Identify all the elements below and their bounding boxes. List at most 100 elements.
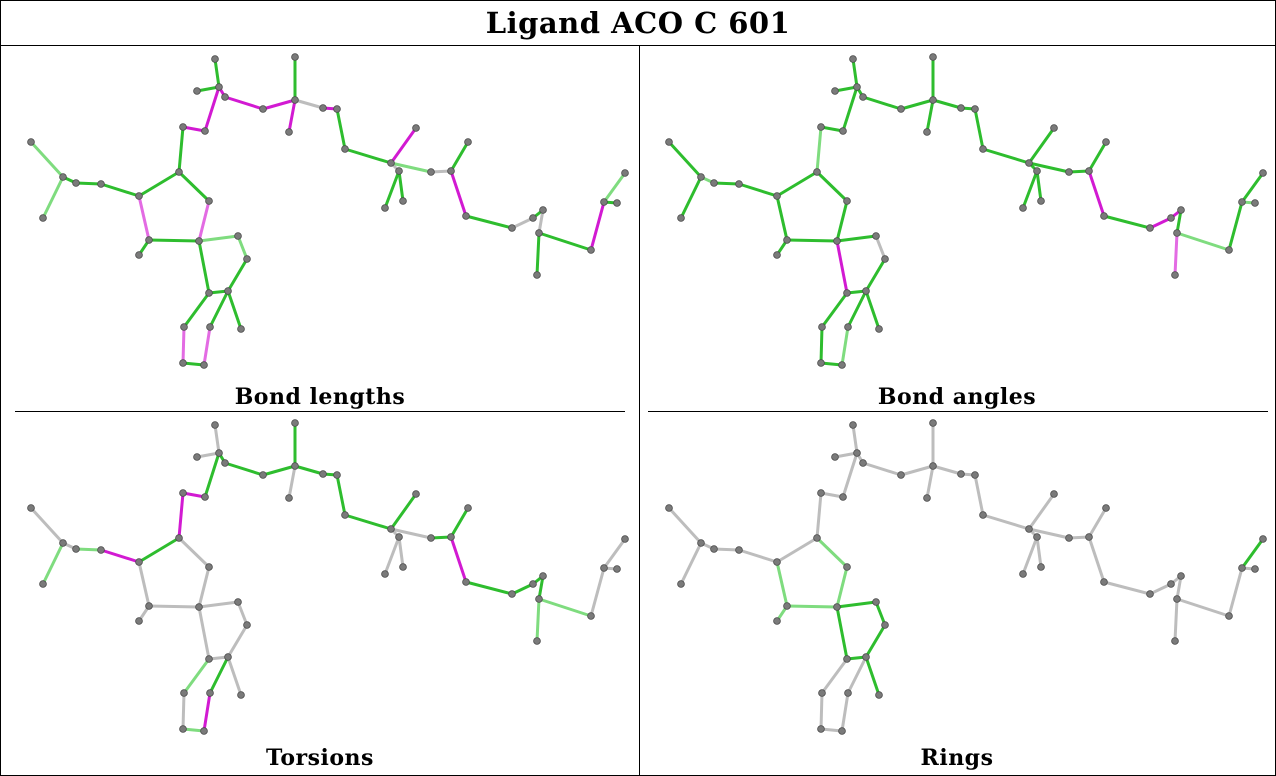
atom	[195, 603, 203, 611]
bond	[602, 171, 627, 204]
atom	[508, 590, 516, 598]
atom	[929, 419, 937, 427]
bond	[537, 208, 545, 235]
bond	[1227, 566, 1244, 618]
atom	[381, 570, 389, 578]
bond	[181, 691, 186, 731]
atom	[291, 419, 299, 427]
bond	[293, 98, 325, 110]
atom	[427, 534, 435, 542]
molecule-rings	[665, 419, 1267, 735]
caption-bond-lengths: Bond lengths	[234, 384, 406, 410]
panel-torsions: Torsions	[0, 411, 640, 776]
bond	[29, 506, 65, 545]
bond	[846, 655, 868, 695]
atom	[587, 246, 595, 254]
bond	[1173, 231, 1179, 277]
bond	[293, 464, 325, 476]
bond	[861, 461, 903, 477]
atom	[237, 691, 245, 699]
atom	[97, 180, 105, 188]
atom	[971, 471, 979, 479]
atom	[1037, 197, 1045, 205]
bond	[775, 194, 789, 242]
atom	[39, 214, 47, 222]
atom	[1050, 490, 1058, 498]
bond	[389, 126, 418, 165]
bond	[1027, 126, 1056, 165]
bond	[667, 140, 703, 179]
bond	[343, 147, 393, 165]
bond	[99, 182, 141, 198]
atom	[215, 449, 223, 457]
atom	[175, 534, 183, 542]
bond	[737, 182, 779, 198]
atom	[817, 359, 825, 367]
bond	[835, 239, 849, 295]
atom	[1065, 534, 1073, 542]
atom	[447, 533, 455, 541]
atom	[234, 598, 242, 606]
bond	[537, 231, 593, 252]
bond	[864, 257, 887, 293]
bond	[389, 527, 433, 540]
bond	[236, 234, 249, 261]
panel-bond-angles: Bond angles	[639, 45, 1276, 412]
bond	[835, 234, 878, 243]
bond	[864, 655, 881, 697]
atom	[875, 691, 883, 699]
atom	[291, 53, 299, 61]
bond	[667, 506, 703, 545]
atom	[135, 192, 143, 200]
atom	[773, 251, 781, 259]
atom	[862, 287, 870, 295]
atom	[412, 124, 420, 132]
bond	[383, 535, 401, 576]
atom	[773, 558, 781, 566]
atom	[710, 545, 718, 553]
bond	[815, 491, 823, 540]
atom	[923, 128, 931, 136]
bond	[1227, 200, 1244, 252]
bond	[785, 604, 839, 609]
bond	[1087, 506, 1108, 539]
atom	[319, 104, 327, 112]
atom	[234, 232, 242, 240]
bond	[589, 566, 606, 618]
atom	[665, 504, 673, 512]
atom	[224, 287, 232, 295]
bond	[841, 85, 859, 133]
atom	[145, 602, 153, 610]
atom	[135, 558, 143, 566]
atom	[844, 323, 852, 331]
atom	[205, 655, 213, 663]
bond	[177, 125, 185, 174]
atom	[1065, 168, 1073, 176]
bond	[226, 257, 249, 293]
atom	[853, 449, 861, 457]
atom	[39, 580, 47, 588]
atom	[412, 490, 420, 498]
bond	[226, 655, 243, 697]
bond	[99, 548, 141, 564]
bond	[449, 169, 468, 218]
atom	[697, 173, 705, 181]
atom	[613, 199, 621, 207]
atom	[817, 725, 825, 733]
bond	[335, 107, 347, 151]
atom	[211, 55, 219, 63]
atom	[205, 289, 213, 297]
bond	[1102, 214, 1152, 230]
atom	[427, 168, 435, 176]
divider-right	[648, 411, 1268, 412]
atom	[193, 453, 201, 461]
bond	[203, 451, 221, 499]
atom	[621, 169, 629, 177]
bond	[1102, 580, 1152, 596]
atom	[259, 105, 267, 113]
atom	[1167, 580, 1175, 588]
bond	[397, 535, 405, 569]
atom	[813, 168, 821, 176]
atom	[291, 96, 299, 104]
